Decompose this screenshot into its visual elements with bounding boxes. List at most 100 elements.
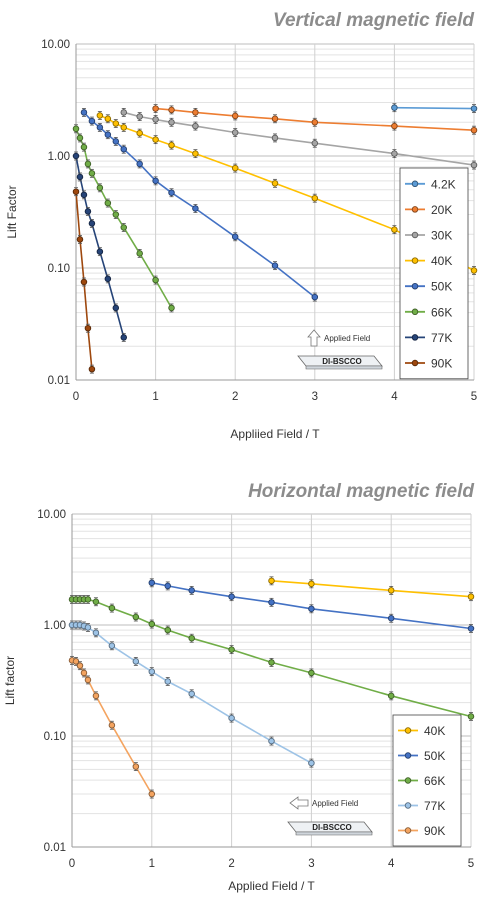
data-point xyxy=(228,593,235,600)
series-77K xyxy=(72,151,128,342)
x-tick-label: 0 xyxy=(73,391,79,403)
data-point xyxy=(88,170,96,177)
data-point xyxy=(188,587,195,594)
data-point xyxy=(470,267,478,274)
data-point xyxy=(84,160,92,168)
data-point xyxy=(168,141,175,149)
x-tick-label: 1 xyxy=(152,391,158,403)
y-tick-label: 0.01 xyxy=(44,842,66,854)
legend-item: 66K xyxy=(405,305,452,319)
chart-horizontal: Horizontal magnetic field 0.01 0.10 1.00 10.… xyxy=(3,481,474,893)
series-77K xyxy=(68,620,315,768)
data-point xyxy=(192,109,199,116)
data-point xyxy=(108,642,116,650)
data-point xyxy=(311,119,319,126)
data-point xyxy=(148,668,156,675)
legend-item: 30K xyxy=(405,229,452,243)
series-30K xyxy=(120,108,478,170)
data-point xyxy=(308,759,315,767)
data-point xyxy=(470,161,478,169)
data-point xyxy=(120,124,128,131)
legend-item: 50K xyxy=(405,280,452,294)
legend-item: 66K xyxy=(398,774,445,788)
y-tick-label: 0.01 xyxy=(48,375,70,387)
data-point xyxy=(164,626,172,634)
legend-swatch-marker xyxy=(404,777,412,784)
series-4.2K xyxy=(391,103,478,113)
data-point xyxy=(231,112,239,120)
data-point xyxy=(152,276,159,284)
data-point xyxy=(231,164,239,172)
data-point xyxy=(311,194,319,202)
data-point xyxy=(164,582,172,590)
data-point xyxy=(168,119,175,126)
data-point xyxy=(467,625,475,632)
data-point xyxy=(391,122,398,130)
data-point xyxy=(72,188,80,195)
data-point xyxy=(104,131,112,138)
data-point xyxy=(136,250,143,257)
data-point xyxy=(76,236,84,243)
data-point xyxy=(76,662,84,669)
legend-item: 77K xyxy=(405,331,452,345)
data-point xyxy=(96,124,104,131)
data-point xyxy=(80,278,88,286)
x-tick-label: 4 xyxy=(391,391,398,403)
data-point xyxy=(467,713,475,720)
data-point xyxy=(188,634,195,642)
legend-item: 90K xyxy=(405,357,452,371)
legend: 4.2K 20K 30K 40K 50K 66K 77K 90K xyxy=(399,167,469,380)
data-point xyxy=(88,117,96,125)
series-90K xyxy=(68,655,156,799)
legend-item: 20K xyxy=(405,203,452,217)
data-point xyxy=(96,248,104,255)
data-point xyxy=(387,692,395,700)
data-point xyxy=(271,115,279,123)
series-20K xyxy=(152,104,478,135)
data-point xyxy=(136,129,143,137)
sample-label: DI-BSCCO xyxy=(322,357,362,366)
data-point xyxy=(84,208,92,215)
data-point xyxy=(148,790,156,798)
annotation-arrow-label: Applied Field xyxy=(312,799,358,808)
legend-label: 4.2K xyxy=(431,177,456,191)
series-66K xyxy=(72,124,175,313)
applied-field-annotation: Applied Field DI-BSCCO xyxy=(297,329,383,370)
data-point xyxy=(108,604,116,612)
data-point xyxy=(268,737,275,745)
data-point xyxy=(92,692,100,700)
y-axis-label: Lift factor xyxy=(3,656,17,705)
series-line xyxy=(123,111,475,166)
data-point xyxy=(104,275,112,283)
data-point xyxy=(152,116,159,123)
x-tick-label: 0 xyxy=(69,858,75,870)
data-point xyxy=(132,658,140,665)
data-point xyxy=(308,605,315,613)
data-point xyxy=(168,189,175,196)
chart-vertical: Vertical magnetic field 0.01 0.10 1.00 10.00… xyxy=(5,10,478,441)
data-point xyxy=(271,134,279,142)
legend-label: 20K xyxy=(431,203,452,217)
data-point xyxy=(168,106,175,114)
series-90K xyxy=(72,187,96,374)
legend-label: 66K xyxy=(431,305,452,319)
data-point xyxy=(104,199,112,207)
chart-title: Vertical magnetic field xyxy=(273,10,474,31)
legend-box xyxy=(399,167,469,380)
data-point xyxy=(96,112,104,119)
data-point xyxy=(188,690,195,698)
data-point xyxy=(271,262,279,269)
data-point xyxy=(84,676,92,684)
legend-swatch-marker xyxy=(404,752,412,759)
legend-item: 77K xyxy=(398,799,445,813)
data-point xyxy=(136,160,143,168)
data-point xyxy=(120,334,128,341)
y-tick-label: 1.00 xyxy=(44,620,66,632)
legend-swatch-marker xyxy=(411,359,419,367)
chart-title: Horizontal magnetic field xyxy=(248,481,474,502)
data-point xyxy=(231,233,239,241)
data-point xyxy=(120,109,128,116)
legend-swatch-marker xyxy=(411,231,419,239)
series-line xyxy=(394,106,475,110)
legend-swatch-marker xyxy=(404,727,412,734)
